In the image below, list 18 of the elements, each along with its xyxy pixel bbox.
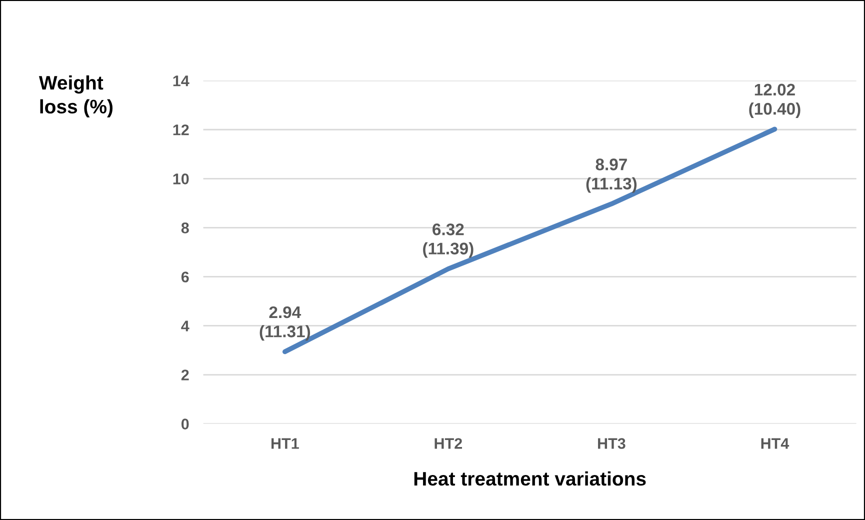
x-tick-label: HT3 (598, 438, 626, 449)
y-tick-label: 0 (181, 418, 189, 430)
data-label: 2.94 (11.31) (260, 306, 310, 341)
data-label: 12.02 (10.40) (749, 84, 800, 118)
y-tick-label: 2 (181, 370, 189, 380)
data-label: 6.32 (11.39) (423, 224, 474, 258)
y-tick-label: 12 (173, 124, 189, 136)
x-tick-label: HT2 (434, 438, 462, 449)
y-tick-label: 10 (173, 174, 189, 184)
y-tick-label: 6 (181, 272, 189, 282)
data-label: 8.97 (11.13) (586, 158, 637, 193)
y-tick-label: 4 (181, 320, 190, 332)
x-tick-label: HT4 (761, 438, 790, 449)
y-tick-label: 8 (181, 222, 189, 234)
x-tick-label: HT1 (272, 438, 299, 449)
y-tick-label: 14 (173, 76, 190, 86)
y-axis-title: Weight loss (%) (38, 75, 113, 118)
x-axis-title: Heat treatment variations (414, 471, 646, 486)
